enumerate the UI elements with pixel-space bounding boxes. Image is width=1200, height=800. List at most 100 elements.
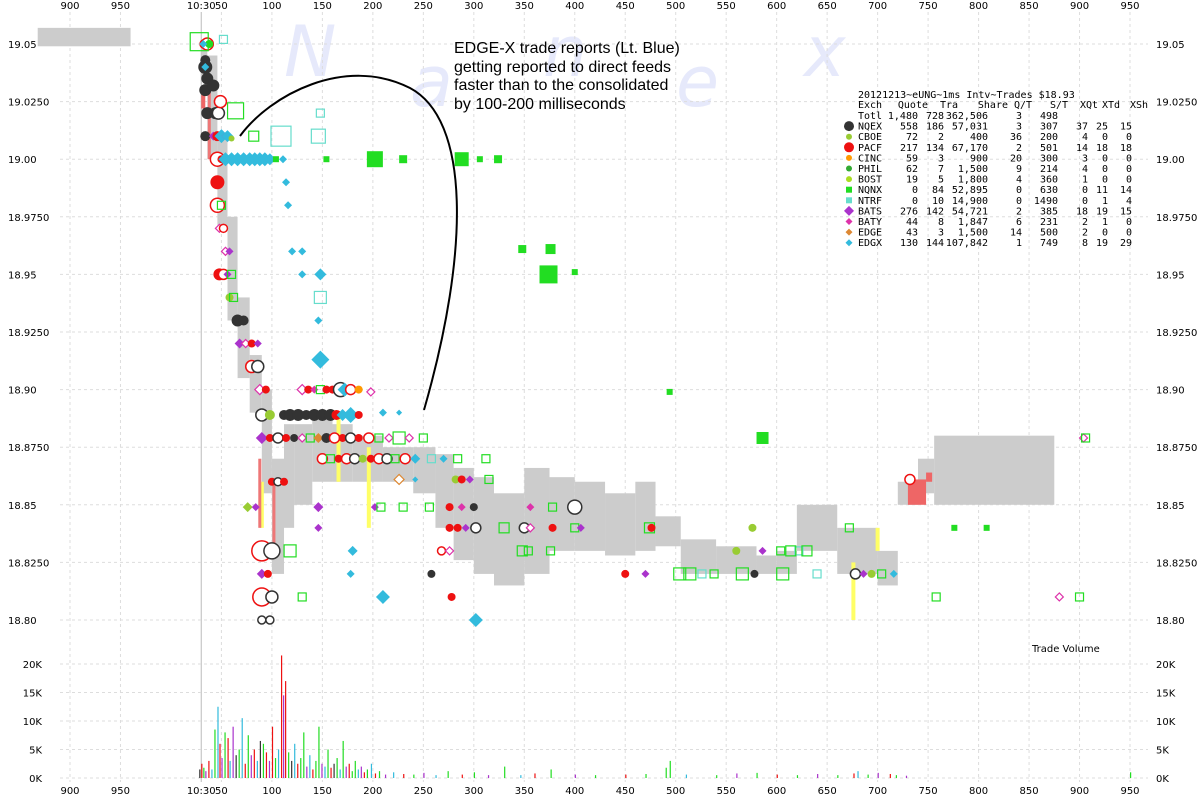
x-tick-label-top: 700 — [868, 1, 887, 12]
volume-bar — [288, 752, 290, 778]
legend-row-name: BATY — [858, 217, 882, 228]
trade-marker — [867, 569, 876, 578]
volume-bar — [339, 769, 341, 778]
nbbo-span — [524, 467, 550, 574]
trade-marker — [393, 473, 405, 486]
trade-marker — [748, 523, 757, 532]
trade-marker — [776, 567, 790, 581]
trade-marker — [313, 432, 324, 443]
trade-marker — [904, 473, 916, 486]
legend-table: 20121213~eUNG~1ms Intv~Trades $18.93Exch… — [844, 90, 1148, 249]
volume-bar — [250, 755, 252, 778]
volume-bar — [716, 775, 718, 778]
trade-marker — [228, 292, 239, 303]
trade-marker — [545, 244, 556, 255]
volume-bar — [294, 743, 296, 778]
volume-bar — [461, 774, 463, 778]
trade-marker — [849, 568, 862, 580]
volume-bar — [327, 749, 329, 778]
trade-marker — [461, 523, 470, 532]
volume-bar — [318, 726, 320, 778]
trade-marker — [1074, 592, 1085, 602]
watermark-letter: N — [284, 11, 336, 93]
volume-bar — [201, 763, 203, 778]
legend-marker — [846, 165, 852, 172]
volume-bar — [333, 763, 335, 778]
nbbo-red-span — [926, 472, 933, 482]
y-tick-label-right: 18.80 — [1156, 616, 1185, 627]
legend-header: Q/T — [1014, 100, 1032, 111]
volume-bar — [205, 771, 207, 778]
legend-row-value: 37 — [1076, 122, 1088, 133]
legend-row-name: EDGE — [858, 228, 882, 239]
legend-row-name: Totl — [858, 111, 882, 122]
y-tick-label-left: 18.8250 — [8, 558, 49, 569]
trade-marker — [297, 433, 308, 443]
trade-marker — [226, 269, 237, 279]
trade-marker — [812, 569, 822, 579]
nbbo-span — [207, 55, 218, 160]
y-tick-label-right: 18.9250 — [1156, 328, 1197, 339]
trade-marker — [348, 452, 361, 465]
trade-marker — [255, 431, 268, 444]
legend-row-value: 307 — [1040, 122, 1058, 133]
nbbo-span — [574, 481, 606, 551]
x-tick-label-bottom: 800 — [969, 786, 988, 797]
legend-row-value: 130 — [900, 238, 918, 249]
legend-row-value: 2 — [938, 132, 944, 143]
volume-tick-label-left: 0K — [29, 774, 42, 785]
legend-row-value: 630 — [1040, 185, 1058, 196]
trade-marker — [272, 432, 284, 444]
legend-row-value: 500 — [1040, 228, 1058, 239]
y-tick-label-left: 18.8750 — [8, 443, 49, 454]
trade-marker — [454, 152, 469, 167]
volume-bar — [669, 760, 671, 778]
trade-marker — [374, 433, 384, 443]
trade-marker — [201, 63, 210, 72]
volume-bar — [645, 774, 647, 778]
volume-bar — [393, 772, 395, 778]
trade-marker — [465, 475, 474, 484]
trade-marker — [931, 592, 941, 602]
legend-row-value: 3 — [1016, 111, 1022, 122]
x-tick-label-bottom: 550 — [717, 786, 736, 797]
legend-row-value: 1 — [1082, 175, 1088, 186]
trade-marker — [436, 546, 447, 556]
trade-marker — [315, 108, 325, 118]
annotation-line-2: getting reported to direct feeds — [454, 59, 671, 76]
legend-row-value: 36 — [1010, 132, 1022, 143]
x-tick-label-top: 600 — [767, 1, 786, 12]
y-tick-label-left: 19.00 — [8, 155, 37, 166]
legend-row-value: 276 — [900, 206, 918, 217]
trade-marker — [526, 503, 535, 512]
legend-row-value: 4 — [1016, 175, 1022, 186]
trade-marker — [476, 156, 483, 163]
legend-row-value: 231 — [1040, 217, 1058, 228]
volume-bar — [303, 732, 305, 778]
legend-row-value: 3 — [1016, 122, 1022, 133]
trade-marker — [801, 545, 813, 557]
legend-header: XQt — [1080, 100, 1098, 111]
trade-marker — [390, 454, 400, 464]
volume-bar — [574, 774, 576, 778]
x-tick-label-top: 650 — [818, 1, 837, 12]
volume-bar — [227, 738, 229, 778]
x-tick-label-bottom: 700 — [868, 786, 887, 797]
legend-row-value: 1 — [1102, 196, 1108, 207]
volume-bar — [889, 774, 891, 778]
trade-marker — [983, 524, 990, 531]
legend-row-value: 1490 — [1034, 196, 1058, 207]
legend-row-name: NTRF — [858, 196, 882, 207]
volume-bar — [348, 763, 350, 778]
x-tick-label-top: 550 — [717, 1, 736, 12]
legend-row-value: 4 — [1126, 196, 1132, 207]
volume-bar — [321, 763, 323, 778]
volume-bar — [447, 771, 449, 778]
y-tick-label-left: 18.95 — [8, 270, 37, 281]
trade-marker — [290, 433, 299, 442]
volume-label: Trade Volume — [1031, 644, 1100, 655]
red-bar — [272, 481, 276, 551]
volume-bar — [214, 729, 216, 778]
y-tick-label-right: 19.05 — [1156, 40, 1185, 51]
